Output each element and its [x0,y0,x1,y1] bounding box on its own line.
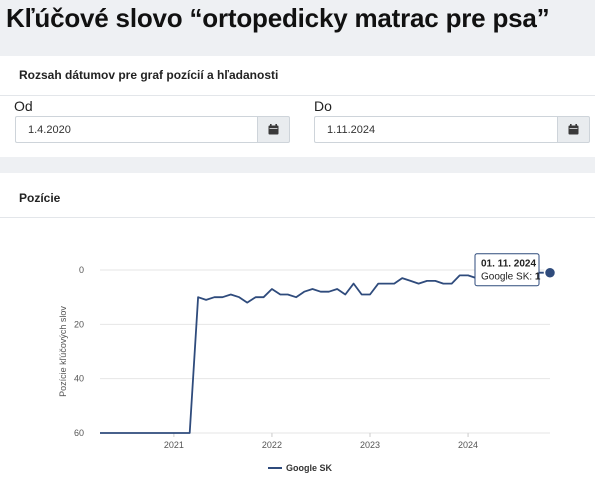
y-tick-label: 20 [74,319,84,329]
tooltip-date: 01. 11. 2024 [481,259,536,270]
date-range-header: Rozsah dátumov pre graf pozícií a hľadan… [0,56,595,96]
positions-title: Pozície [19,191,61,205]
legend-label: Google SK [286,463,333,473]
x-tick-label: 2021 [164,440,184,450]
positions-chart: 0 20 40 60 2021 2022 2023 2024 Pozície kľúčových… [58,253,557,473]
date-from-group: Od [0,96,300,156]
x-tick-label: 2024 [458,440,478,450]
y-tick-label: 60 [74,428,84,438]
date-to-control [314,116,590,143]
date-from-calendar-button[interactable] [257,116,290,143]
date-range-title: Rozsah dátumov pre graf pozícií a hľadan… [19,68,279,82]
data-point-highlight [543,266,557,279]
date-from-label: Od [14,98,33,114]
calendar-icon [268,124,279,135]
date-to-label: Do [314,98,332,114]
x-tick-label: 2022 [262,440,282,450]
date-to-calendar-button[interactable] [557,116,590,143]
tooltip-value: Google SK: 1 [481,272,541,283]
date-range-card: Rozsah dátumov pre graf pozícií a hľadan… [0,56,595,157]
date-to-input[interactable] [314,116,557,143]
positions-header: Pozície [0,173,595,218]
tooltip-box [474,253,540,287]
x-tick-label: 2023 [360,440,380,450]
y-axis-title: Pozície kľúčových slov [58,306,68,397]
positions-card: Pozície 0 20 40 60 2021 2022 2023 2024 Pozície k… [0,173,595,480]
date-from-control [15,116,290,143]
page-title: Kľúčové slovo “ortopedicky matrac pre ps… [6,3,550,33]
date-to-group: Do [300,96,595,156]
date-from-input[interactable] [15,116,257,143]
series-line-google-sk [100,271,550,434]
y-tick-label: 40 [74,374,84,384]
calendar-icon [568,124,579,135]
y-tick-label: 0 [79,265,84,275]
